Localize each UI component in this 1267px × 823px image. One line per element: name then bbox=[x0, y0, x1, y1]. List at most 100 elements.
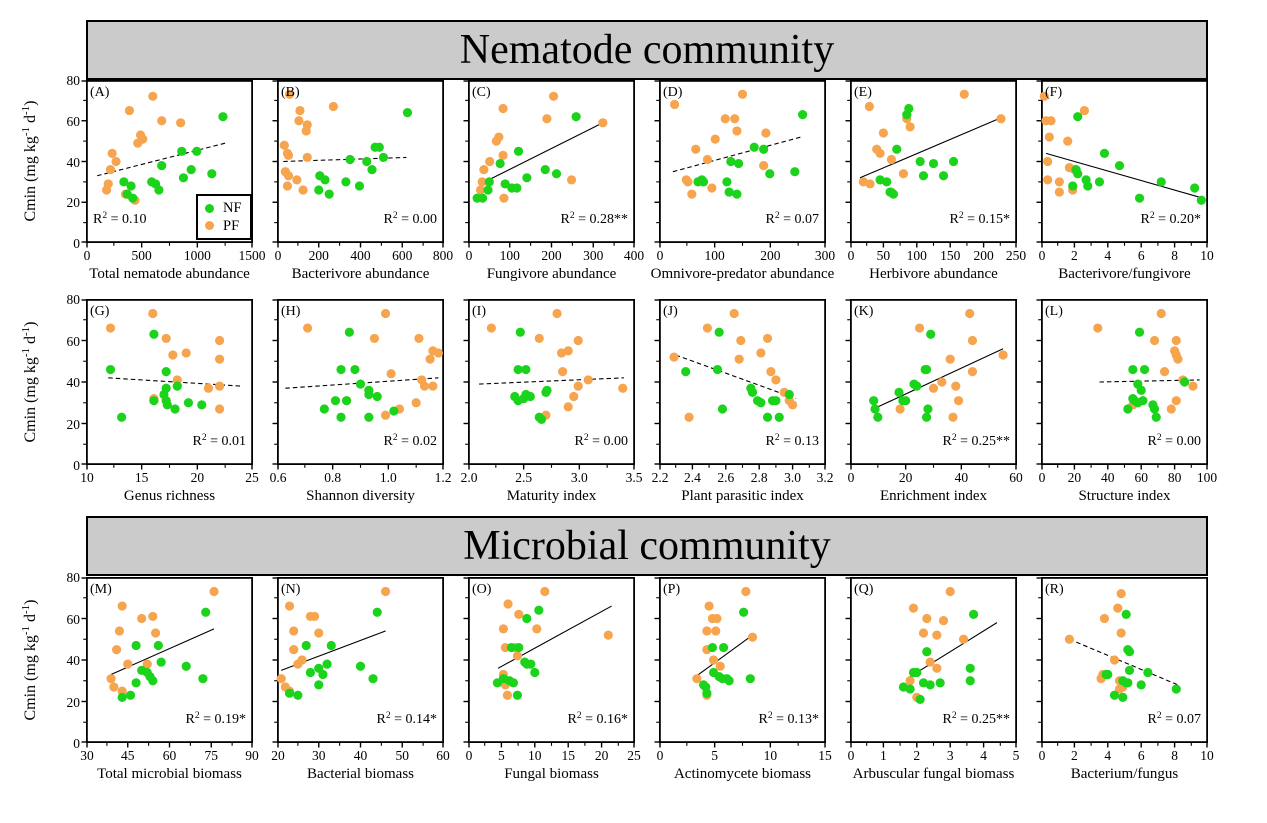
x-tick-label: 2 bbox=[1071, 748, 1078, 763]
data-point-pf bbox=[1116, 589, 1126, 599]
data-point-pf bbox=[498, 150, 508, 160]
r-squared-label: R2 = 0.00 bbox=[1148, 433, 1202, 449]
data-point-pf bbox=[112, 645, 122, 655]
data-point-nf bbox=[925, 680, 935, 690]
data-point-pf bbox=[937, 377, 947, 387]
data-point-pf bbox=[369, 333, 380, 344]
data-point-pf bbox=[925, 657, 935, 667]
x-tick-label: 60 bbox=[1009, 470, 1023, 485]
x-tick-label: 4 bbox=[1104, 248, 1111, 263]
data-point-nf bbox=[389, 406, 399, 416]
data-point-pf bbox=[918, 628, 929, 638]
data-point-nf bbox=[336, 364, 346, 375]
r-squared-label: R2 = 0.01 bbox=[193, 433, 247, 449]
data-point-nf bbox=[922, 647, 932, 657]
data-point-nf bbox=[201, 607, 211, 617]
data-point-nf bbox=[345, 154, 355, 165]
data-point-nf bbox=[178, 173, 189, 183]
r-squared-label: R2 = 0.10 bbox=[93, 211, 147, 227]
plot-border bbox=[86, 576, 253, 743]
data-point-nf bbox=[512, 183, 522, 193]
data-point-nf bbox=[968, 609, 979, 619]
data-point-pf bbox=[563, 402, 573, 412]
data-point-pf bbox=[477, 177, 487, 187]
data-point-pf bbox=[289, 626, 299, 636]
section-title: Nematode community bbox=[459, 27, 835, 73]
data-point-pf bbox=[702, 323, 713, 333]
plot-border bbox=[659, 298, 826, 465]
panel-A-plot: 0 500 1000 1500 Total nematode abundance (A) R… bbox=[81, 79, 266, 282]
x-axis-title: Bacterivore/fungivore bbox=[1058, 266, 1191, 282]
data-point-pf bbox=[692, 674, 702, 684]
data-point-pf bbox=[710, 134, 720, 144]
data-point-pf bbox=[1171, 396, 1181, 406]
data-point-pf bbox=[908, 603, 919, 613]
data-point-pf bbox=[486, 323, 496, 333]
data-point-pf bbox=[1159, 367, 1170, 377]
data-point-nf bbox=[724, 187, 734, 197]
data-point-pf bbox=[759, 160, 769, 171]
y-tick-label: 0 bbox=[73, 458, 80, 473]
panel-H-plot: 0.6 0.8 1.0 1.2 Shannon diversity (H) R2 = 0.0… bbox=[270, 298, 451, 504]
plot-border bbox=[468, 298, 635, 465]
data-point-nf bbox=[508, 678, 519, 688]
trend-line bbox=[695, 634, 753, 678]
data-point-pf bbox=[1099, 613, 1110, 624]
panel-I-plot: 2.0 2.5 3.0 3.5 Maturity index (I) R2 = 0.00 bbox=[461, 298, 643, 504]
data-point-pf bbox=[736, 335, 746, 346]
data-point-nf bbox=[869, 396, 879, 406]
data-point-nf bbox=[1073, 169, 1083, 179]
data-point-pf bbox=[124, 105, 135, 116]
panel-letter: (O) bbox=[472, 582, 492, 597]
x-tick-label: 500 bbox=[132, 248, 153, 263]
data-point-nf bbox=[319, 404, 329, 414]
x-tick-label: 100 bbox=[907, 248, 928, 263]
data-point-nf bbox=[119, 177, 129, 187]
data-point-pf bbox=[603, 630, 613, 640]
r-squared-label: R2 = 0.02 bbox=[384, 433, 438, 449]
data-point-pf bbox=[945, 354, 955, 364]
data-point-nf bbox=[718, 642, 729, 653]
x-tick-label: 1.0 bbox=[380, 470, 397, 485]
panel-letter: (D) bbox=[663, 85, 683, 100]
data-point-nf bbox=[197, 400, 207, 410]
r-squared-label: R2 = 0.00 bbox=[384, 211, 438, 227]
x-axis-title: Enrichment index bbox=[880, 488, 988, 504]
data-point-nf bbox=[341, 177, 351, 187]
r-squared-label: R2 = 0.28** bbox=[561, 211, 629, 227]
data-point-nf bbox=[172, 381, 182, 391]
data-point-nf bbox=[170, 404, 180, 414]
data-point-pf bbox=[117, 601, 127, 611]
data-point-nf bbox=[314, 185, 324, 195]
data-point-pf bbox=[534, 333, 544, 344]
data-point-pf bbox=[479, 165, 489, 175]
data-point-nf bbox=[177, 146, 187, 156]
panel-letter: (R) bbox=[1045, 582, 1064, 597]
data-point-nf bbox=[514, 642, 524, 653]
data-point-nf bbox=[131, 640, 141, 651]
data-point-nf bbox=[526, 659, 536, 669]
data-point-pf bbox=[712, 613, 722, 624]
panel-letter: (G) bbox=[90, 304, 110, 319]
x-tick-label: 1500 bbox=[239, 248, 266, 263]
x-tick-label: 2.4 bbox=[684, 470, 701, 485]
r-squared-label: R2 = 0.15* bbox=[950, 211, 1011, 227]
x-axis-title: Bacterivore abundance bbox=[292, 266, 430, 282]
data-point-pf bbox=[720, 114, 730, 124]
x-tick-label: 25 bbox=[627, 748, 641, 763]
data-point-nf bbox=[1124, 647, 1135, 657]
data-point-pf bbox=[203, 383, 214, 393]
x-tick-label: 0 bbox=[848, 470, 855, 485]
panel-G-plot: 10 15 20 25 Genus richness (G) R2 = 0.01 bbox=[80, 298, 259, 504]
data-point-pf bbox=[771, 375, 781, 385]
data-point-nf bbox=[1134, 193, 1145, 203]
panel-O-plot: 0 5 10 15 20 25 Fungal biomass (O) R2 = 0.16* bbox=[463, 576, 641, 782]
x-axis-title: Fungal biomass bbox=[504, 766, 599, 782]
data-point-nf bbox=[771, 396, 781, 406]
data-point-pf bbox=[1054, 187, 1064, 197]
data-point-pf bbox=[598, 118, 608, 128]
data-point-nf bbox=[322, 659, 332, 669]
data-point-nf bbox=[734, 158, 744, 169]
panel-R-plot: 0 2 4 6 8 10 Bacterium/fungus (R) R2 = 0.07 bbox=[1036, 576, 1214, 782]
data-point-pf bbox=[380, 308, 391, 319]
